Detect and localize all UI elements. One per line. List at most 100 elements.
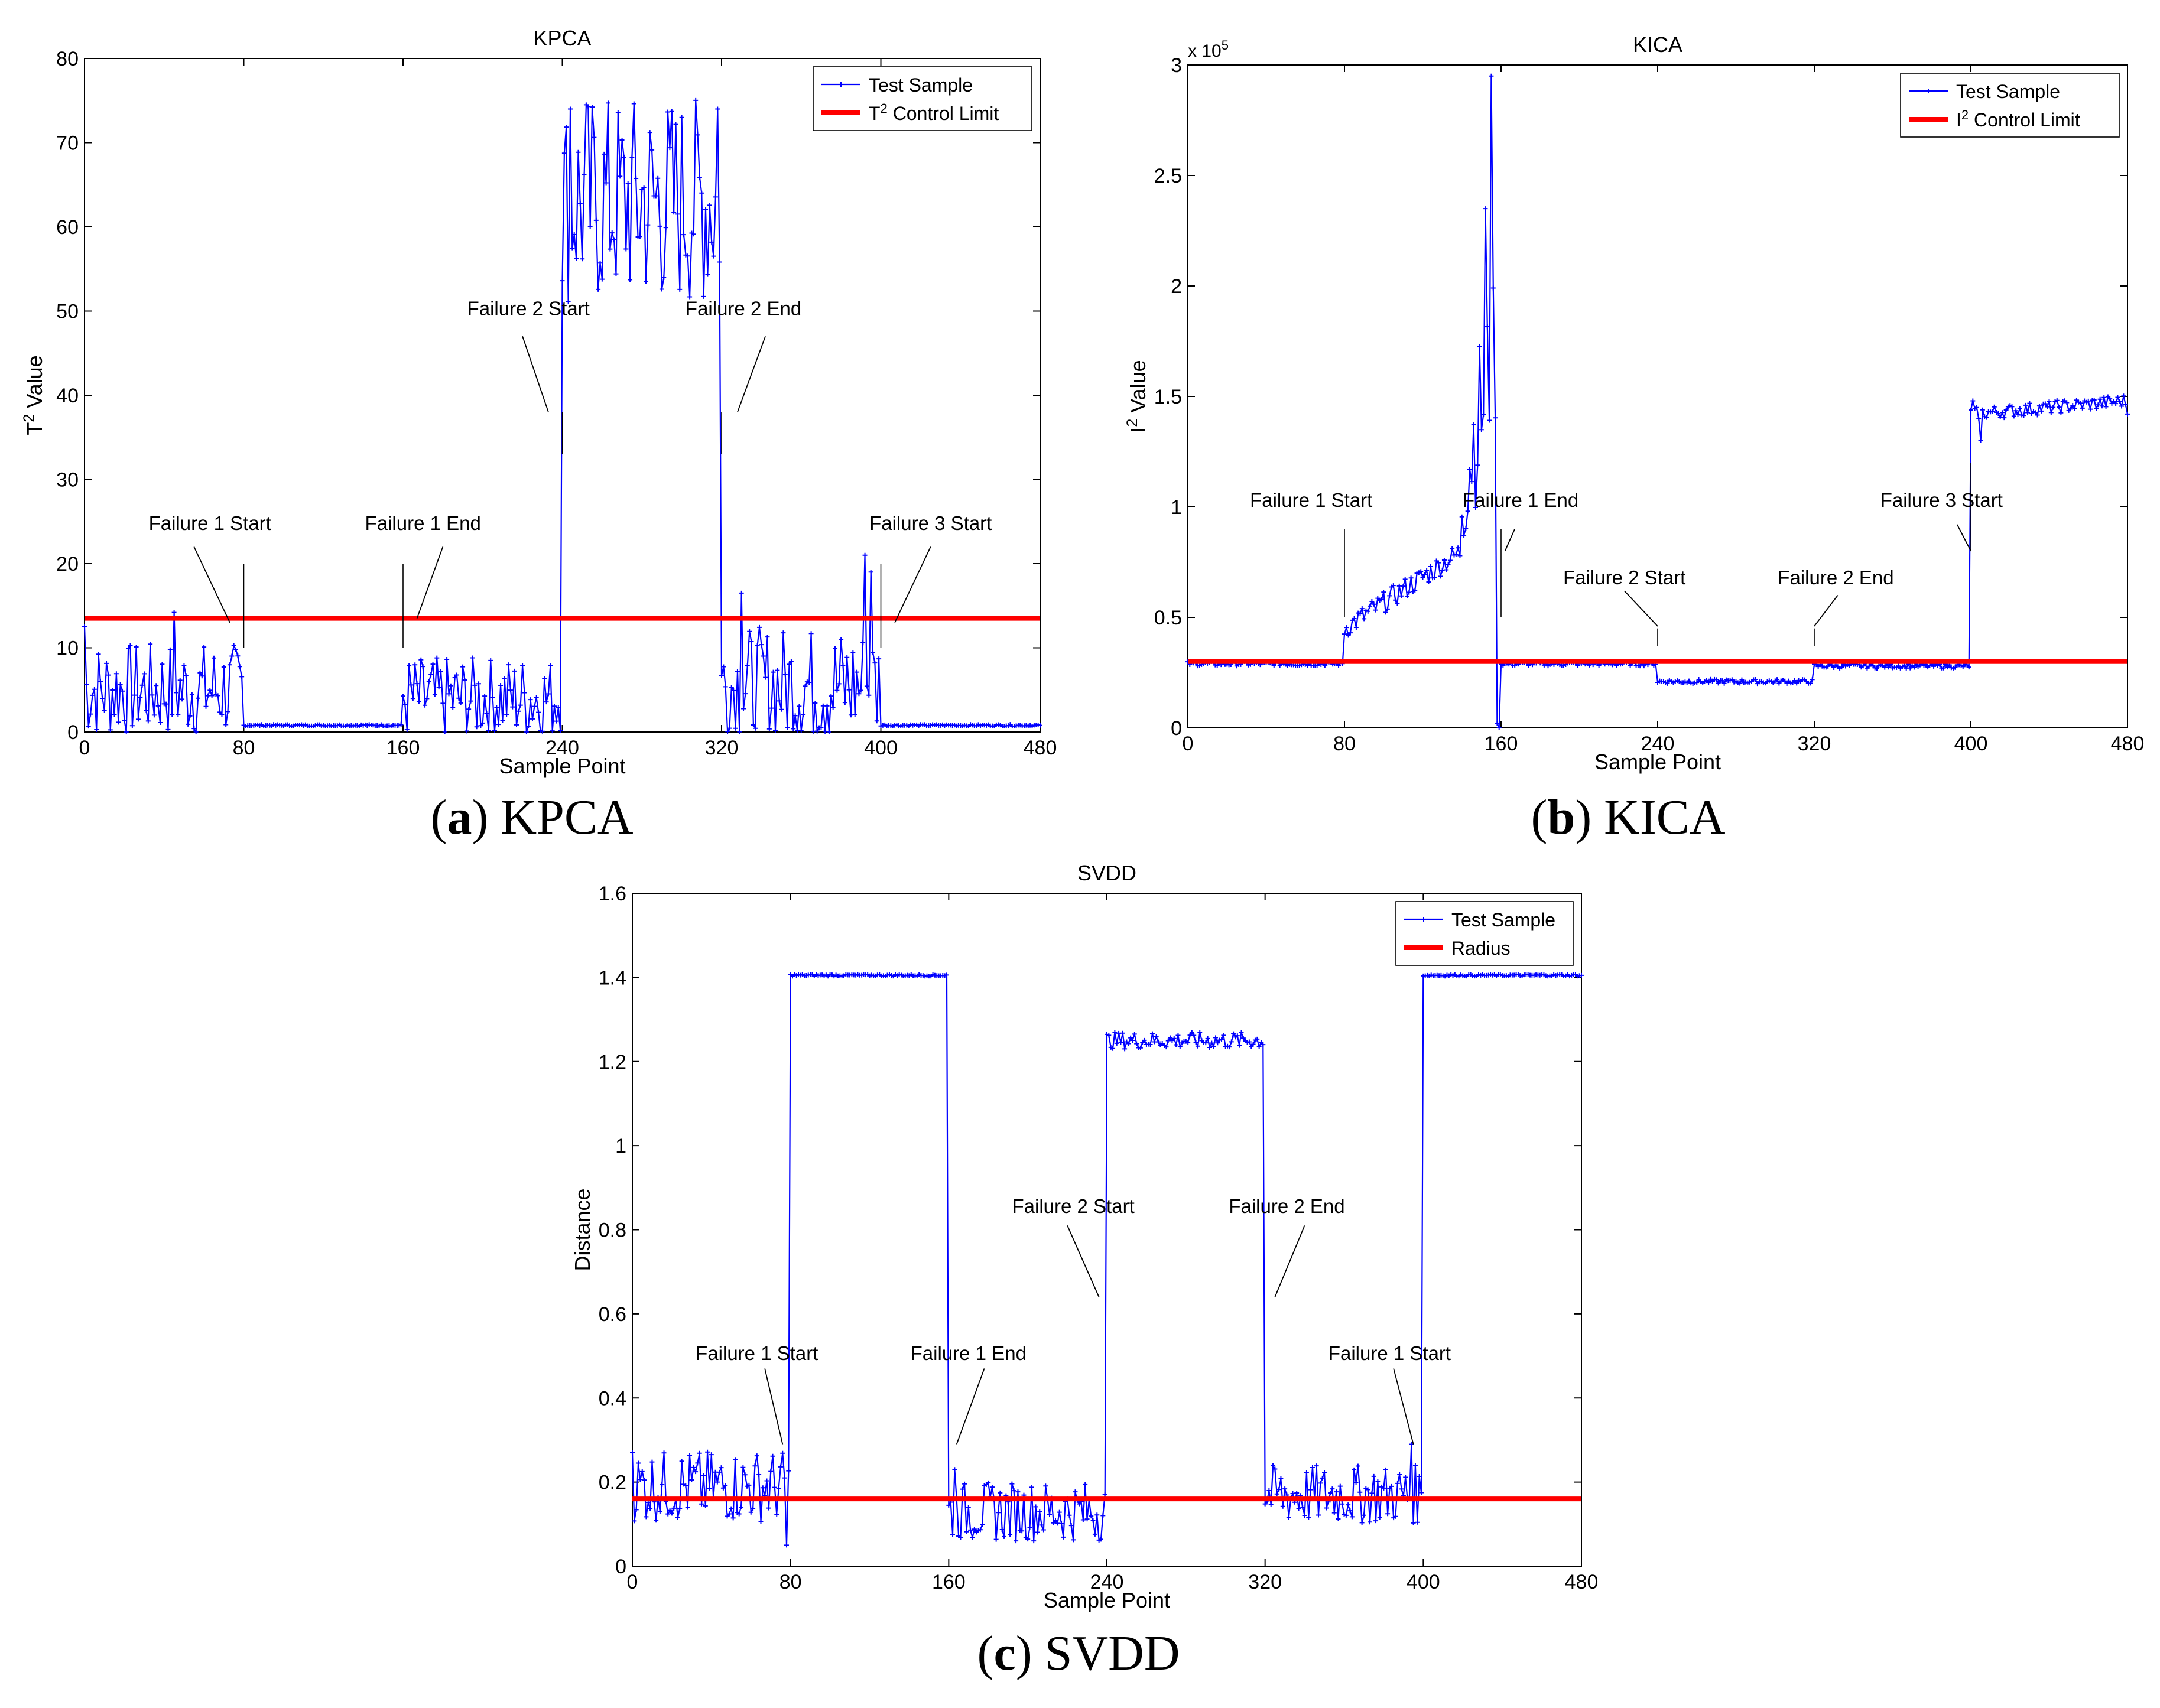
kpca-ytick-label-5: 50: [56, 301, 79, 323]
kica-point-441: [2048, 410, 2054, 415]
kpca-annotation-leader-2: [522, 336, 549, 412]
kpca-point-39: [160, 662, 165, 667]
kica-point-428: [2023, 402, 2028, 408]
kpca-point-370: [818, 725, 824, 730]
kpca-point-163: [407, 663, 412, 668]
kpca-xtick-label-4: 320: [705, 737, 739, 759]
svdd-point-71: [770, 1453, 775, 1459]
kica-annotation-leader-1: [1504, 529, 1516, 552]
kpca-point-356: [791, 726, 796, 731]
caption-svdd-text: SVDD: [1044, 1626, 1180, 1681]
kica-ytick-label-1: 0.5: [1154, 607, 1182, 629]
svdd-xtick-label-1: 80: [779, 1571, 802, 1593]
kpca-point-186: [452, 675, 457, 680]
svdd-point-61: [751, 1506, 756, 1511]
kica-point-156: [1490, 285, 1496, 291]
kpca-point-260: [599, 276, 605, 282]
kpca-point-38: [158, 720, 163, 726]
svdd-point-193: [1011, 1488, 1016, 1494]
kpca-point-248: [576, 149, 581, 155]
kpca-point-173: [426, 679, 431, 684]
kpca-point-333: [745, 663, 750, 668]
kica-point-468: [2101, 395, 2107, 400]
svdd-point-203: [1031, 1538, 1037, 1544]
kpca-point-253: [586, 104, 591, 109]
kpca-point-290: [659, 287, 664, 292]
kica-point-93: [1368, 603, 1373, 609]
kpca-point-310: [699, 190, 704, 196]
svdd-point-195: [1015, 1489, 1021, 1495]
kpca-title: KPCA: [533, 26, 591, 50]
kpca-point-374: [826, 729, 831, 734]
kpca-xtick-label-2: 160: [386, 737, 420, 759]
svdd-point-480: [1579, 972, 1584, 978]
kpca-point-388: [855, 669, 860, 675]
kica-point-105: [1391, 583, 1396, 588]
svdd-point-275: [1174, 1042, 1179, 1047]
svdd-point-354: [1330, 1486, 1335, 1492]
svdd-point-37: [703, 1503, 708, 1508]
svdd-point-389: [1399, 1486, 1404, 1492]
svdd-point-373: [1368, 1520, 1372, 1525]
kpca-point-316: [711, 253, 716, 259]
svdd-point-224: [1073, 1489, 1078, 1495]
svdd-point-253: [1130, 1037, 1135, 1043]
svdd-point-375: [1371, 1473, 1376, 1479]
svdd-point-182: [989, 1485, 995, 1490]
svdd-point-237: [1098, 1537, 1103, 1542]
svdd-point-366: [1353, 1479, 1359, 1485]
svdd-point-177: [980, 1522, 985, 1527]
kica-point-100: [1381, 590, 1386, 595]
kpca-point-174: [428, 672, 434, 677]
kica-point-463: [2091, 398, 2097, 403]
kica-point-142: [1463, 526, 1469, 531]
svdd-point-166: [958, 1535, 963, 1540]
svdd-point-170: [966, 1505, 971, 1510]
kpca-point-275: [629, 155, 635, 160]
svdd-point-57: [742, 1472, 748, 1478]
kpca-point-79: [239, 674, 245, 679]
kpca-annotation-label-4: Failure 3 Start: [869, 512, 992, 534]
svdd-point-327: [1276, 1487, 1282, 1492]
svdd-point-251: [1126, 1041, 1131, 1046]
svdd-point-378: [1377, 1515, 1382, 1520]
svdd-xtick-label-5: 400: [1407, 1571, 1440, 1593]
svdd-point-192: [1009, 1481, 1015, 1486]
kpca-point-13: [108, 727, 113, 733]
kpca-point-70: [221, 664, 226, 669]
svdd-point-388: [1397, 1472, 1402, 1477]
svdd-point-167: [960, 1486, 965, 1492]
kica-ytick-label-6: 3: [1171, 54, 1182, 77]
kpca-point-37: [155, 703, 161, 708]
svdd-point-208: [1041, 1527, 1046, 1533]
svdd-point-369: [1359, 1520, 1365, 1525]
kpca-point-364: [807, 680, 812, 685]
kica-point-130: [1440, 568, 1445, 573]
svdd-point-187: [999, 1527, 1005, 1532]
kpca-point-211: [502, 676, 507, 681]
kpca-point-9: [100, 695, 105, 701]
kpca-point-350: [779, 707, 784, 712]
svdd-point-334: [1290, 1491, 1295, 1496]
svdd-point-328: [1278, 1476, 1284, 1481]
kica-point-467: [2099, 404, 2104, 409]
svdd-point-23: [675, 1515, 680, 1520]
kpca-point-168: [416, 699, 421, 704]
kpca-point-362: [803, 684, 808, 689]
svdd-point-398: [1417, 1474, 1422, 1479]
kpca-point-301: [681, 232, 686, 238]
kica-annotation-leader-4: [1957, 524, 1971, 552]
kpca-point-231: [542, 676, 547, 681]
kpca-point-341: [761, 653, 766, 659]
svdd-point-25: [679, 1459, 684, 1464]
kpca-point-343: [765, 635, 770, 640]
kpca-point-33: [148, 642, 153, 647]
kica-point-474: [2113, 401, 2119, 406]
kpca-point-6: [94, 727, 99, 733]
kpca-point-386: [850, 650, 856, 655]
svdd-point-204: [1033, 1504, 1038, 1509]
svdd-point-221: [1067, 1512, 1072, 1518]
kpca-point-215: [510, 704, 515, 710]
svdd-point-78: [784, 1543, 789, 1548]
kica-point-159: [1496, 726, 1502, 730]
